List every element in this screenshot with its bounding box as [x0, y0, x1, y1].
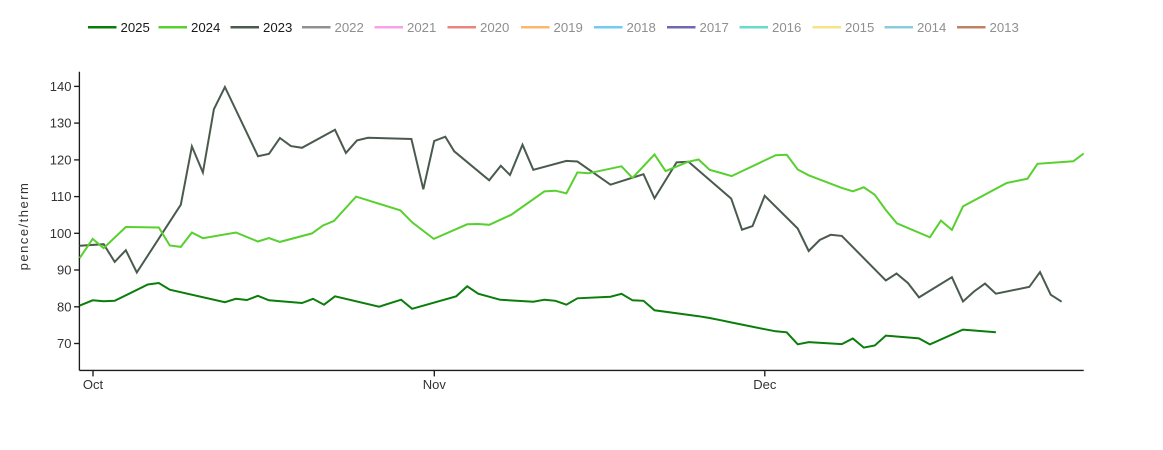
svg-text:140: 140	[50, 79, 72, 94]
svg-text:pence/therm: pence/therm	[16, 182, 31, 271]
svg-text:110: 110	[51, 189, 72, 204]
svg-text:Oct: Oct	[83, 377, 104, 392]
svg-text:2017: 2017	[700, 20, 729, 35]
svg-text:2014: 2014	[917, 20, 946, 35]
svg-text:80: 80	[57, 299, 71, 314]
svg-text:2013: 2013	[990, 20, 1019, 35]
svg-text:2016: 2016	[772, 20, 801, 35]
svg-text:130: 130	[50, 116, 72, 131]
svg-text:2018: 2018	[627, 20, 656, 35]
svg-text:Nov: Nov	[423, 377, 447, 392]
svg-text:Dec: Dec	[753, 377, 777, 392]
svg-text:120: 120	[50, 153, 72, 168]
svg-text:2025: 2025	[121, 20, 150, 35]
svg-text:2022: 2022	[335, 20, 364, 35]
svg-text:2024: 2024	[191, 20, 220, 35]
svg-text:90: 90	[57, 263, 71, 278]
svg-text:2015: 2015	[845, 20, 874, 35]
svg-text:2019: 2019	[554, 20, 583, 35]
svg-text:2023: 2023	[263, 20, 292, 35]
svg-text:2020: 2020	[480, 20, 509, 35]
svg-text:100: 100	[50, 226, 72, 241]
svg-text:2021: 2021	[407, 20, 436, 35]
svg-text:70: 70	[57, 336, 71, 351]
